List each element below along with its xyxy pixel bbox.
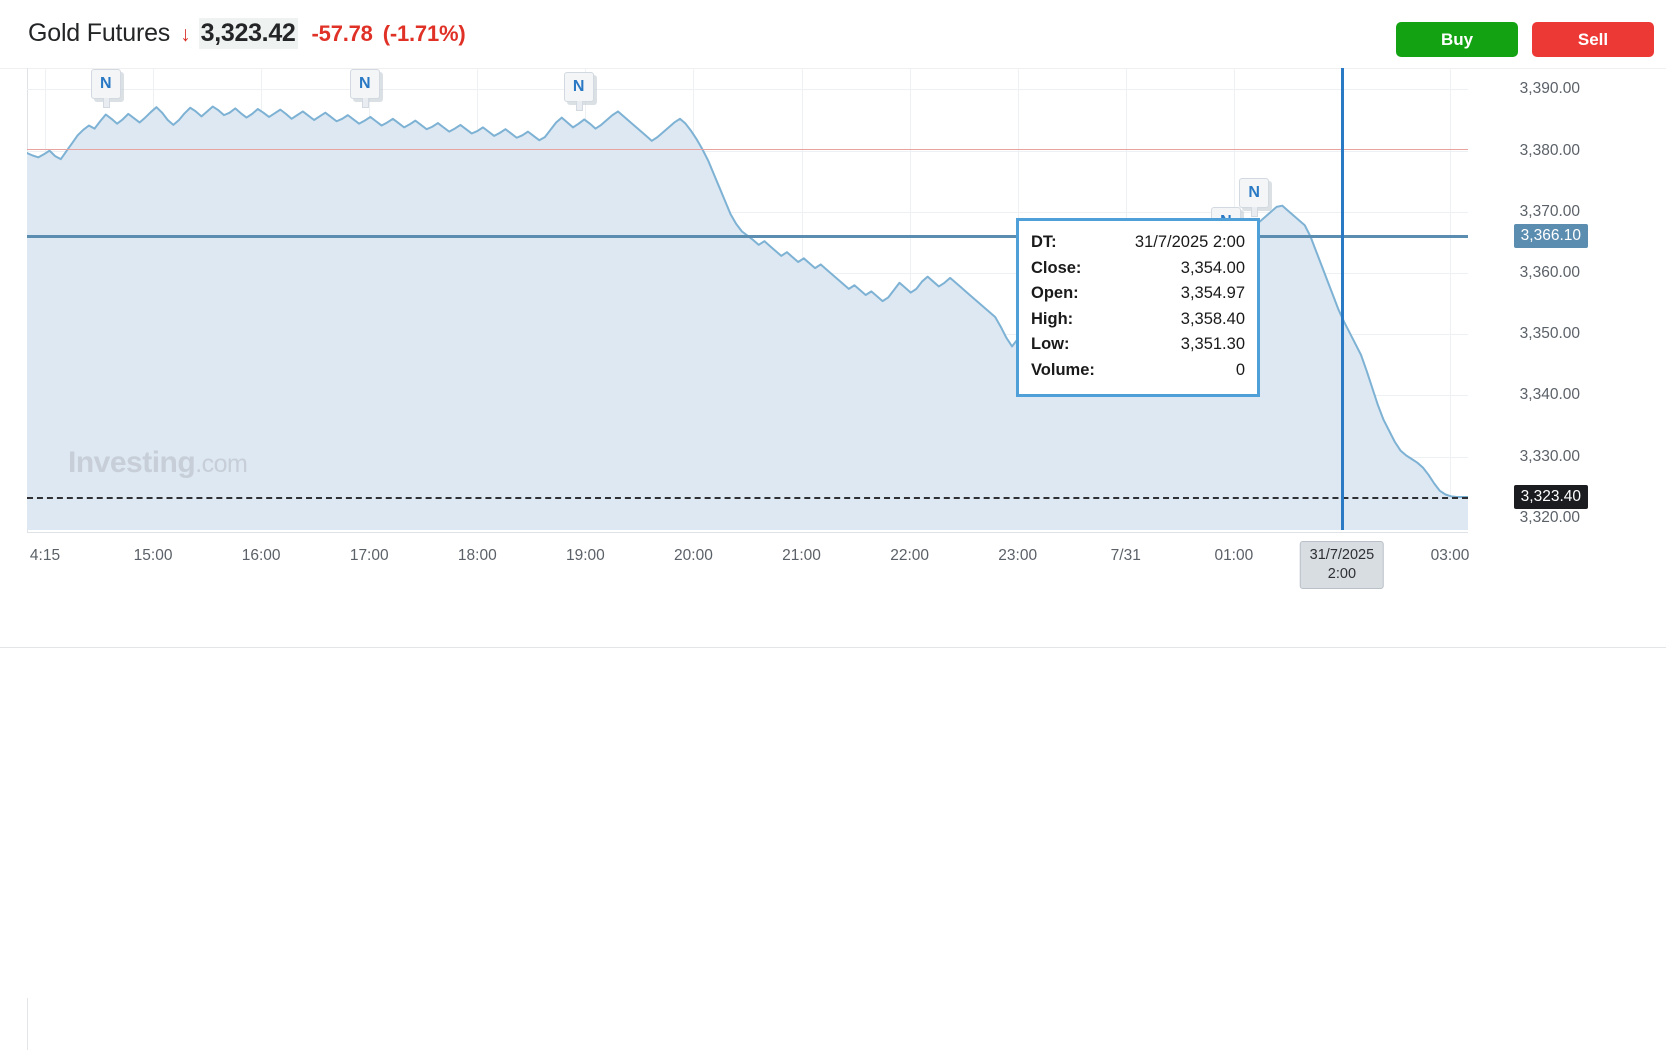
plot-bottom-axis-line	[27, 532, 1468, 533]
x-axis-tick-label: 01:00	[1214, 547, 1254, 564]
tooltip-label-close: Close:	[1031, 258, 1082, 277]
tooltip-row: Volume: 0	[1031, 358, 1245, 384]
tooltip-value-close: 3,354.00	[1180, 258, 1245, 277]
x-axis-tick-label: 15:00	[133, 547, 173, 564]
x-axis-tick-label: 4:15	[29, 547, 61, 564]
crosshair-time: 2:00	[1327, 566, 1357, 582]
y-axis-tick-label: 3,320.00	[1519, 508, 1580, 526]
gridline-horizontal	[27, 211, 1468, 213]
x-axis-tick-label: 19:00	[565, 547, 605, 564]
news-marker-icon[interactable]: N	[563, 71, 594, 111]
watermark-brand: Investing	[68, 446, 196, 479]
x-axis-tick-label: 23:00	[998, 547, 1038, 564]
y-axis-last-price-badge: 3,323.40	[1513, 484, 1588, 509]
arrow-down-icon: ↓	[180, 23, 191, 46]
chart-area[interactable]: Investing.com NNNNNNN DT: 31/7/2025 2:00…	[0, 68, 1666, 1050]
buy-button[interactable]: Buy	[1396, 22, 1518, 57]
price-change-absolute: -57.78	[311, 20, 373, 46]
x-axis-tick-label: 17:00	[349, 547, 389, 564]
y-axis-tick-label: 3,330.00	[1519, 447, 1580, 465]
news-marker-icon[interactable]: N	[90, 68, 121, 108]
tooltip-value-open: 3,354.97	[1180, 284, 1245, 303]
x-axis-tick-label: 22:00	[890, 547, 930, 564]
tooltip-value-volume: 0	[1235, 360, 1245, 379]
news-marker-icon[interactable]: N	[1239, 178, 1270, 218]
y-axis-tick-label: 3,380.00	[1519, 141, 1580, 159]
chart-header: Gold Futures ↓ 3,323.42 -57.78 (-1.71%) …	[0, 0, 1666, 69]
x-axis-tick-label: 03:00	[1430, 547, 1470, 564]
selected-price-line	[27, 234, 1468, 238]
tooltip-row: High: 3,358.40	[1031, 307, 1245, 333]
price-change-percent: (-1.71%)	[382, 20, 466, 46]
tooltip-value-high: 3,358.40	[1180, 309, 1245, 328]
tooltip-row: DT: 31/7/2025 2:00	[1031, 230, 1245, 256]
gridline-vertical	[1450, 68, 1451, 530]
crosshair-date: 31/7/2025	[1309, 547, 1375, 563]
tooltip-value-dt: 31/7/2025 2:00	[1134, 233, 1245, 251]
instrument-name: Gold Futures	[28, 19, 171, 47]
y-axis: 3,390.00 3,380.00 3,370.00 3,360.00 3,350.00…	[1469, 68, 1666, 533]
x-axis-tick-label: 21:00	[782, 547, 821, 564]
tooltip-row: Low: 3,351.30	[1031, 332, 1245, 358]
tooltip-label-high: High:	[1031, 309, 1074, 328]
y-axis-tick-label: 3,370.00	[1519, 202, 1580, 220]
tooltip-value-low: 3,351.30	[1180, 335, 1245, 354]
y-axis-tick-label: 3,360.00	[1519, 263, 1580, 281]
investing-watermark: Investing.com	[68, 446, 248, 480]
x-axis-tick-label: 18:00	[457, 547, 497, 564]
tooltip-label-volume: Volume:	[1031, 360, 1095, 379]
quote-summary: Gold Futures ↓ 3,323.42 -57.78 (-1.71%)	[28, 18, 466, 49]
ohlc-tooltip: DT: 31/7/2025 2:00 Close: 3,354.00 Open:…	[1016, 218, 1260, 397]
x-axis-crosshair-label: 31/7/2025 2:00	[1299, 541, 1385, 589]
tooltip-label-open: Open:	[1031, 284, 1079, 303]
tooltip-row: Open: 3,354.97	[1031, 281, 1245, 307]
x-axis-tick-label: 7/31	[1110, 547, 1141, 564]
trade-action-buttons: Buy Sell	[1396, 22, 1654, 57]
watermark-suffix: .com	[195, 450, 248, 478]
y-axis-selected-price-badge: 3,366.10	[1513, 223, 1588, 248]
news-marker-icon[interactable]: N	[349, 68, 380, 108]
sell-button[interactable]: Sell	[1532, 22, 1654, 57]
gridline-horizontal	[27, 89, 1468, 91]
crosshair-vertical-line	[1340, 68, 1344, 530]
x-axis-tick-label: 20:00	[674, 547, 713, 564]
tooltip-row: Close: 3,354.00	[1031, 256, 1245, 282]
x-axis-tick-label: 16:00	[241, 547, 281, 564]
tooltip-label-low: Low:	[1031, 335, 1070, 354]
y-axis-tick-label: 3,350.00	[1519, 325, 1580, 343]
y-axis-tick-label: 3,390.00	[1519, 80, 1580, 98]
last-price-line	[27, 496, 1468, 499]
x-axis: 4:15 15:00 16:00 17:00 18:00 19:00 20:00 21:00 2…	[0, 533, 1666, 1050]
tooltip-label-dt: DT:	[1031, 233, 1057, 251]
widget-bottom-rule	[0, 647, 1666, 648]
x-axis-left-tick	[27, 998, 28, 1050]
gridline-horizontal	[27, 150, 1468, 152]
last-price: 3,323.42	[198, 18, 298, 49]
y-axis-tick-label: 3,340.00	[1519, 386, 1580, 404]
previous-close-line	[27, 149, 1468, 151]
